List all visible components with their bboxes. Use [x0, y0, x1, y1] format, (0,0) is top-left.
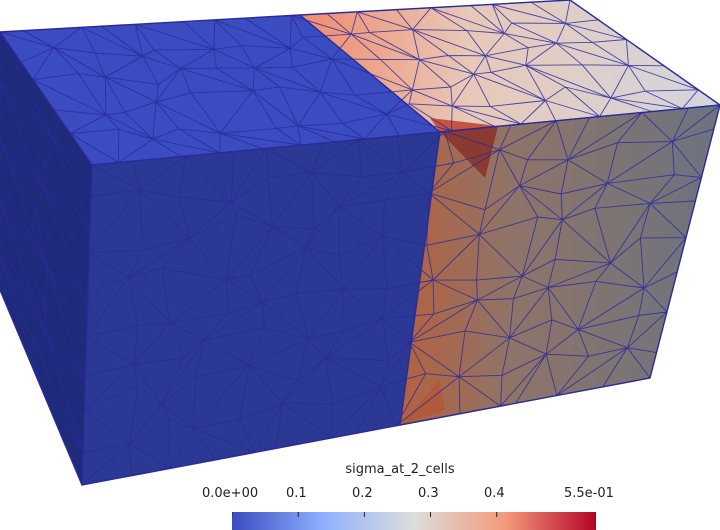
colorbar-tick-label: 0.1	[286, 486, 307, 501]
colorbar-title: sigma_at_2_cells	[345, 462, 455, 477]
box-edges	[0, 0, 720, 486]
colorbar-tick-label: 5.5e-01	[564, 486, 614, 501]
colorbar-tick-label: 0.0e+00	[202, 486, 259, 501]
box-top-face-low	[0, 15, 440, 165]
peak-element-top	[430, 118, 498, 132]
mesh-box	[0, 0, 720, 486]
colorbar-tick-label: 0.4	[484, 486, 505, 501]
colorbar-legend: sigma_at_2_cells 0.0e+00 0.1 0.2 0.3 0.4…	[180, 462, 620, 530]
colorbar-gradient	[232, 512, 596, 530]
colorbar-tick-label: 0.2	[352, 486, 373, 501]
box-front-face-high	[400, 105, 720, 425]
peak-element	[440, 126, 498, 178]
box-front-face-low	[82, 132, 440, 485]
colorbar-tick-label: 0.3	[418, 486, 439, 501]
